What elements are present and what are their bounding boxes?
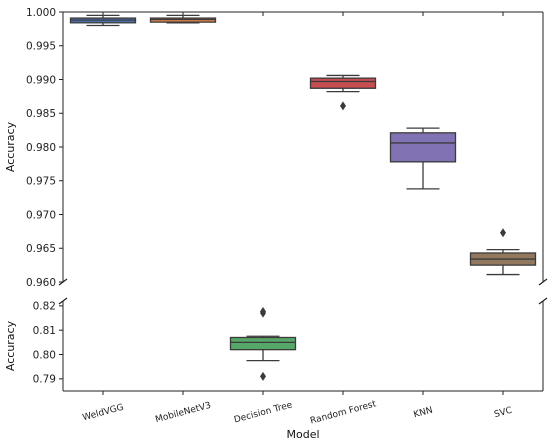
box-random-forest — [309, 74, 377, 111]
y-tick-label: 0.80 — [33, 349, 56, 361]
y-tick-label: 0.81 — [33, 325, 56, 337]
x-axis-title: Model — [286, 428, 319, 441]
x-axis: WeldVGG MobileNetV3 Decision Tree Random Fo… — [82, 391, 513, 427]
axis-break-mark — [538, 297, 548, 305]
x-tick-label: KNN — [413, 406, 434, 421]
box-iqr — [309, 77, 377, 89]
x-tick-label: Decision Tree — [233, 400, 294, 425]
axis-break-mark — [538, 278, 548, 286]
outlier-point — [340, 101, 346, 111]
box-iqr — [389, 132, 457, 163]
bottom-panel: 0.79 0.80 0.81 0.82 — [33, 301, 544, 392]
y-tick-label: 0.980 — [26, 142, 56, 154]
box-iqr — [149, 17, 217, 23]
y-tick-label: 0.995 — [26, 41, 56, 53]
x-tick-label: Random Forest — [309, 399, 377, 426]
box-knn — [389, 127, 457, 190]
axis-break-mark — [58, 278, 68, 286]
y-tick-label: 0.975 — [26, 176, 56, 188]
box-decision-tree — [229, 306, 297, 381]
y-tick-label: 0.970 — [26, 209, 56, 221]
top-panel: 0.960 0.965 0.970 0.975 0.980 0.985 0.990 0.995… — [26, 7, 544, 289]
box-svc — [469, 228, 537, 276]
outlier-point — [500, 228, 506, 238]
x-tick-label: WeldVGG — [82, 403, 125, 424]
outlier-point — [260, 371, 266, 381]
y-tick-label: 0.960 — [26, 277, 56, 289]
x-tick-label: SVC — [493, 406, 513, 420]
y-tick-label: 0.965 — [26, 243, 56, 255]
y-tick-label: 1.000 — [26, 7, 56, 19]
y-tick-label: 0.985 — [26, 108, 56, 120]
outlier-point — [260, 306, 266, 316]
y-axis-title-bottom: Accuracy — [4, 320, 17, 371]
box-mobilenetv3 — [149, 14, 217, 24]
axis-break-mark — [58, 297, 68, 305]
box-iqr — [229, 336, 297, 351]
box-weldvgg — [69, 14, 137, 27]
x-tick-label: MobileNetV3 — [154, 401, 212, 425]
y-axis-title-top: Accuracy — [4, 121, 17, 172]
y-tick-label: 0.990 — [26, 74, 56, 86]
y-tick-label: 0.82 — [33, 301, 56, 313]
y-tick-label: 0.79 — [33, 374, 56, 386]
